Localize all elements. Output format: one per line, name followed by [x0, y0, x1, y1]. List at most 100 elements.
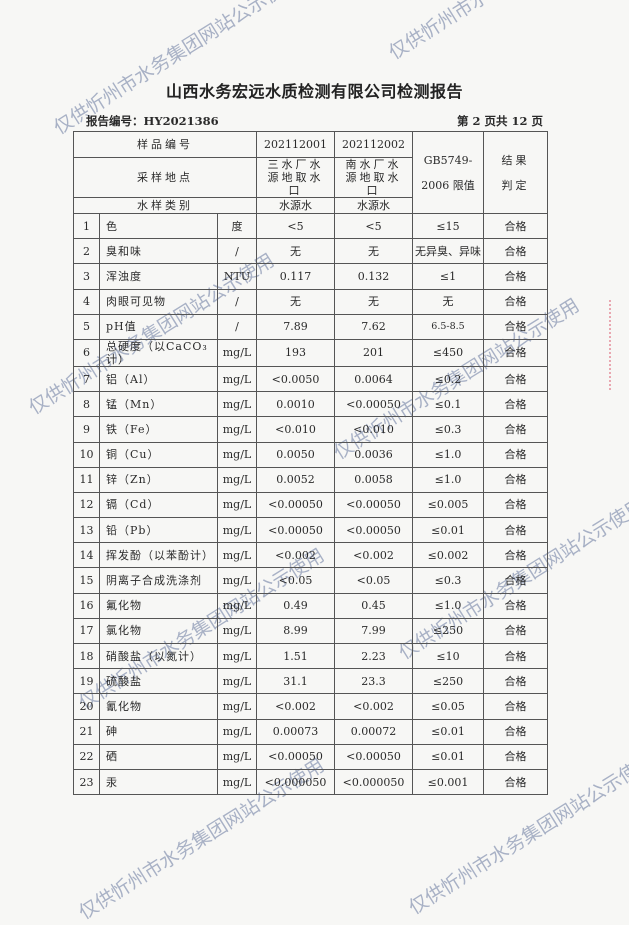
- unit: NTU: [217, 263, 257, 290]
- row-number: 21: [73, 718, 100, 745]
- limit-value: ≤1.0: [412, 466, 484, 493]
- row-number: 8: [73, 391, 100, 418]
- unit: mg/L: [217, 517, 257, 544]
- sample-1-value: <0.002: [256, 542, 335, 569]
- test-item: 镉（Cd）: [99, 491, 218, 519]
- sample-1-value: 0.00073: [256, 718, 335, 745]
- table-row: 13 铅（Pb） mg/L <0.00050 <0.00050 ≤0.01 合格: [73, 517, 548, 544]
- table-row: 19 硫酸盐 mg/L 31.1 23.3 ≤250 合格: [73, 668, 548, 695]
- result-judgement: 合格: [483, 642, 548, 670]
- sample-2-value: 0.0058: [334, 466, 413, 493]
- sample-2-value: 0.0064: [334, 365, 413, 393]
- sample-1-value: <0.05: [256, 567, 335, 594]
- type-label: 水样类别: [73, 197, 257, 214]
- result-judgement: 合格: [483, 567, 548, 594]
- unit: mg/L: [217, 693, 257, 720]
- table-row: 23 汞 mg/L <0.000050 <0.000050 ≤0.001 合格: [73, 768, 548, 796]
- sample-2-value: 0.45: [334, 592, 413, 619]
- sample-1-value: 0.0050: [256, 441, 335, 468]
- table-row: 11 锌（Zn） mg/L 0.0052 0.0058 ≤1.0 合格: [73, 466, 548, 493]
- row-number: 1: [73, 212, 100, 240]
- sample-2-value: <0.010: [334, 416, 413, 443]
- limit-value: ≤15: [412, 212, 484, 240]
- limit-header-line: 2006 限值: [421, 178, 475, 192]
- table-row: 16 氟化物 mg/L 0.49 0.45 ≤1.0 合格: [73, 592, 548, 619]
- table-row: 14 挥发酚（以苯酚计） mg/L <0.002 <0.002 ≤0.002 合格: [73, 542, 548, 569]
- limit-value: 6.5-8.5: [412, 313, 484, 340]
- sample-2-value: 无: [334, 288, 413, 315]
- sample-1-value: 无: [256, 288, 335, 315]
- table-row: 6 总硬度（以CaCO₃计） mg/L 193 201 ≤450 合格: [73, 338, 548, 367]
- table-row: 8 锰（Mn） mg/L 0.0010 <0.00050 ≤0.1 合格: [73, 391, 548, 418]
- sample-2-value: 23.3: [334, 668, 413, 695]
- test-item: 阴离子合成洗涤剂: [99, 567, 218, 594]
- test-item: 氯化物: [99, 617, 218, 645]
- unit: mg/L: [217, 567, 257, 594]
- sample-2-value: <0.000050: [334, 768, 413, 796]
- row-number: 22: [73, 743, 100, 770]
- result-judgement: 合格: [483, 466, 548, 493]
- page-info: 第 2 页共 12 页: [456, 114, 543, 128]
- limit-value: ≤1.0: [412, 441, 484, 468]
- sample-2-value: 无: [334, 238, 413, 265]
- sample-2-value: <0.00050: [334, 743, 413, 770]
- sample-1-value: <0.002: [256, 693, 335, 720]
- unit: mg/L: [217, 668, 257, 695]
- result-header: 结果 判定: [483, 131, 548, 214]
- row-number: 4: [73, 288, 100, 315]
- limit-value: ≤0.002: [412, 542, 484, 569]
- unit: mg/L: [217, 466, 257, 493]
- table-row: 17 氯化物 mg/L 8.99 7.99 ≤250 合格: [73, 617, 548, 645]
- test-item: 铅（Pb）: [99, 517, 218, 544]
- test-item: 浑浊度: [99, 263, 218, 290]
- unit: /: [217, 313, 257, 340]
- result-judgement: 合格: [483, 517, 548, 544]
- row-number: 14: [73, 542, 100, 569]
- test-item: 色: [99, 212, 218, 240]
- sample-1-value: 0.117: [256, 263, 335, 290]
- row-number: 11: [73, 466, 100, 493]
- test-item: 锰（Mn）: [99, 391, 218, 418]
- sample-1-value: 193: [256, 338, 335, 367]
- unit: 度: [217, 212, 257, 240]
- row-number: 7: [73, 365, 100, 393]
- report-number: 报告编号：HY2021386: [86, 114, 219, 128]
- result-judgement: 合格: [483, 365, 548, 393]
- sample-1-value: <0.010: [256, 416, 335, 443]
- row-number: 17: [73, 617, 100, 645]
- limit-value: ≤0.2: [412, 365, 484, 393]
- sample-2-value: <0.00050: [334, 391, 413, 418]
- test-item: 锌（Zn）: [99, 466, 218, 493]
- limit-header: GB5749- 2006 限值: [412, 131, 484, 214]
- test-item: 硫酸盐: [99, 668, 218, 695]
- row-number: 19: [73, 668, 100, 695]
- sample-1-value: 8.99: [256, 617, 335, 645]
- unit: mg/L: [217, 718, 257, 745]
- result-judgement: 合格: [483, 288, 548, 315]
- row-number: 6: [73, 338, 100, 367]
- table-row: 7 铝（Al） mg/L <0.0050 0.0064 ≤0.2 合格: [73, 365, 548, 393]
- sample-2-value: <0.002: [334, 693, 413, 720]
- limit-value: 无异臭、异味: [412, 238, 484, 265]
- result-judgement: 合格: [483, 743, 548, 770]
- table-row: 21 砷 mg/L 0.00073 0.00072 ≤0.01 合格: [73, 718, 548, 745]
- row-number: 12: [73, 491, 100, 519]
- unit: /: [217, 288, 257, 315]
- row-number: 18: [73, 642, 100, 670]
- result-judgement: 合格: [483, 617, 548, 645]
- table-row: 20 氰化物 mg/L <0.002 <0.002 ≤0.05 合格: [73, 693, 548, 720]
- sample-2-value: <0.00050: [334, 517, 413, 544]
- row-number: 2: [73, 238, 100, 265]
- limit-value: ≤0.001: [412, 768, 484, 796]
- result-judgement: 合格: [483, 212, 548, 240]
- unit: mg/L: [217, 592, 257, 619]
- result-header-line: 结果: [501, 153, 530, 167]
- limit-value: ≤0.1: [412, 391, 484, 418]
- limit-value: ≤10: [412, 642, 484, 670]
- limit-value: ≤0.01: [412, 718, 484, 745]
- test-item: 挥发酚（以苯酚计）: [99, 542, 218, 569]
- test-item: 铝（Al）: [99, 365, 218, 393]
- sample-2-value: 0.00072: [334, 718, 413, 745]
- row-number: 15: [73, 567, 100, 594]
- sample-1-value: 31.1: [256, 668, 335, 695]
